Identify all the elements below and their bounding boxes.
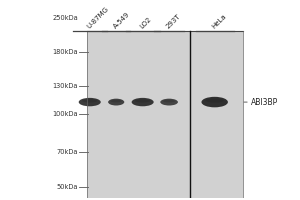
Text: 293T: 293T xyxy=(165,13,181,29)
Ellipse shape xyxy=(82,99,98,103)
Ellipse shape xyxy=(108,99,124,105)
Text: LO2: LO2 xyxy=(138,16,152,29)
Text: HeLa: HeLa xyxy=(210,13,227,29)
Text: A-549: A-549 xyxy=(112,11,130,29)
Ellipse shape xyxy=(206,98,224,103)
Text: 180kDa: 180kDa xyxy=(52,49,78,55)
Text: 70kDa: 70kDa xyxy=(56,149,78,155)
Text: 130kDa: 130kDa xyxy=(52,83,78,89)
Ellipse shape xyxy=(160,99,178,105)
Ellipse shape xyxy=(79,98,101,106)
Ellipse shape xyxy=(163,100,175,102)
Ellipse shape xyxy=(135,99,150,103)
Text: ABI3BP: ABI3BP xyxy=(251,98,279,107)
Text: 250kDa: 250kDa xyxy=(52,15,78,21)
Bar xyxy=(87,31,243,198)
Ellipse shape xyxy=(202,97,228,107)
Ellipse shape xyxy=(110,100,122,102)
Text: 50kDa: 50kDa xyxy=(56,184,78,190)
Text: 100kDa: 100kDa xyxy=(52,111,78,117)
Bar xyxy=(87,31,243,198)
Ellipse shape xyxy=(132,98,154,106)
Text: U-87MG: U-87MG xyxy=(85,5,109,29)
